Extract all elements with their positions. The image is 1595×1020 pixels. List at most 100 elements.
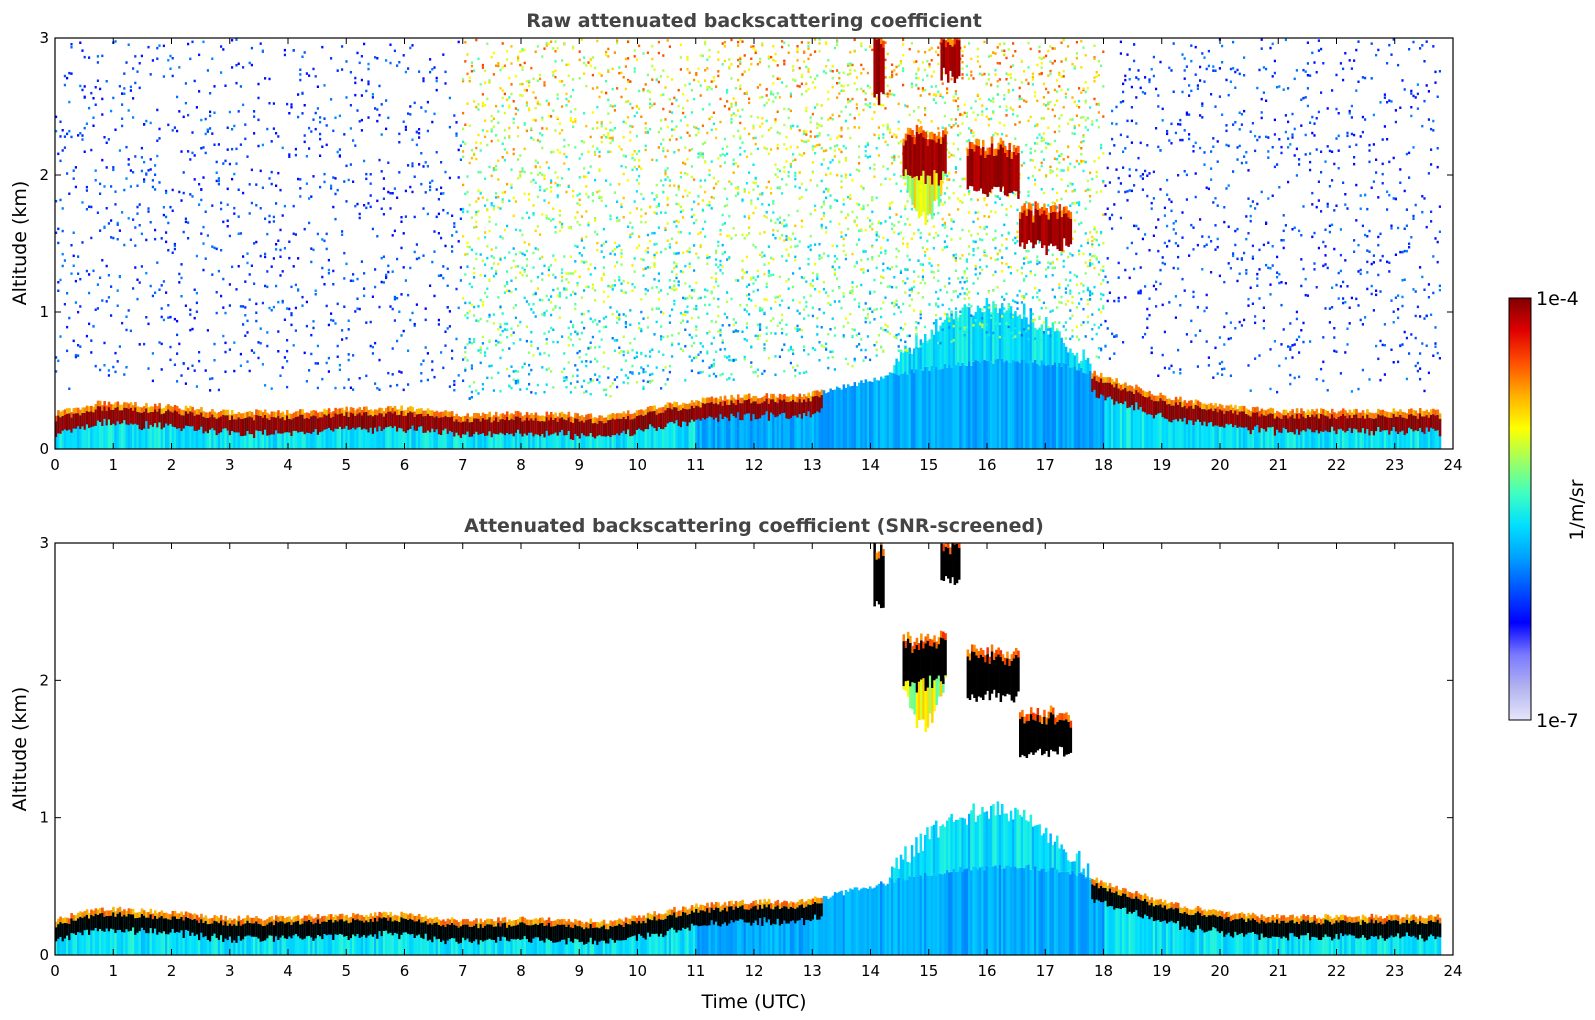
- aerosol-layer-edge: [567, 411, 571, 418]
- aerosol-layer-top: [473, 418, 476, 434]
- noise-pixel: [809, 248, 812, 252]
- noise-pixel: [156, 154, 159, 158]
- noise-pixel: [710, 196, 713, 199]
- noise-pixel: [61, 129, 64, 132]
- noise-pixel: [492, 205, 495, 208]
- noise-pixel: [74, 301, 77, 304]
- noise-pixel: [818, 42, 821, 45]
- noise-pixel: [798, 328, 801, 331]
- noise-pixel: [149, 221, 152, 224]
- noise-pixel: [561, 226, 564, 229]
- noise-pixel: [820, 163, 823, 166]
- noise-pixel: [490, 174, 493, 178]
- noise-pixel: [83, 126, 86, 130]
- noise-pixel: [682, 251, 685, 255]
- noise-pixel: [706, 256, 709, 259]
- noise-pixel: [688, 265, 691, 269]
- noise-pixel: [475, 105, 478, 109]
- aerosol-layer-top: [462, 421, 465, 435]
- noise-pixel: [616, 87, 619, 90]
- aerosol-layer-edge: [305, 412, 309, 418]
- noise-pixel: [613, 191, 616, 194]
- noise-pixel: [816, 275, 819, 278]
- noise-pixel: [895, 299, 898, 302]
- aerosol-column: [448, 413, 452, 449]
- noise-pixel: [63, 135, 66, 138]
- aerosol-layer-top: [721, 405, 725, 420]
- noise-pixel: [215, 171, 218, 174]
- noise-pixel: [585, 175, 588, 179]
- noise-pixel: [772, 200, 775, 203]
- noise-pixel: [525, 249, 528, 253]
- noise-pixel: [860, 42, 863, 45]
- noise-pixel: [552, 109, 555, 112]
- noise-pixel: [470, 364, 473, 367]
- noise-pixel: [871, 228, 874, 231]
- noise-pixel: [855, 168, 858, 171]
- noise-pixel: [833, 149, 836, 152]
- noise-pixel: [583, 175, 586, 178]
- noise-pixel: [631, 106, 634, 110]
- noise-pixel: [481, 196, 484, 199]
- noise-pixel: [598, 375, 601, 378]
- noise-pixel: [886, 52, 889, 56]
- noise-pixel: [541, 213, 544, 216]
- noise-pixel: [897, 345, 900, 348]
- aerosol-layer-edge: [292, 412, 296, 419]
- noise-pixel: [783, 166, 786, 169]
- noise-pixel: [145, 316, 148, 319]
- noise-pixel: [646, 247, 649, 250]
- noise-pixel: [792, 124, 795, 128]
- noise-pixel: [616, 200, 619, 203]
- noise-pixel: [838, 148, 841, 151]
- noise-pixel: [624, 291, 627, 294]
- noise-pixel: [583, 61, 586, 65]
- noise-pixel: [638, 182, 641, 185]
- noise-pixel: [752, 181, 755, 184]
- noise-pixel: [369, 344, 372, 348]
- noise-pixel: [116, 238, 119, 241]
- noise-pixel: [675, 288, 678, 291]
- noise-pixel: [800, 93, 803, 96]
- noise-pixel: [686, 124, 689, 127]
- noise-pixel: [424, 110, 427, 113]
- aerosol-layer-top: [662, 412, 665, 430]
- noise-pixel: [226, 219, 229, 222]
- noise-pixel: [809, 234, 812, 238]
- aerosol-layer-edge: [242, 413, 245, 419]
- noise-pixel: [556, 47, 559, 50]
- noise-pixel: [523, 48, 526, 52]
- noise-pixel: [783, 239, 786, 242]
- noise-pixel: [886, 92, 889, 95]
- noise-pixel: [825, 342, 828, 346]
- noise-pixel: [105, 80, 108, 83]
- noise-pixel: [213, 85, 216, 88]
- noise-pixel: [851, 252, 854, 256]
- noise-pixel: [587, 196, 590, 199]
- noise-pixel: [772, 202, 775, 205]
- noise-pixel: [508, 347, 511, 350]
- noise-pixel: [140, 156, 143, 159]
- noise-pixel: [591, 73, 594, 77]
- noise-pixel: [649, 90, 652, 94]
- noise-pixel: [398, 61, 401, 64]
- noise-pixel: [534, 165, 537, 168]
- noise-pixel: [323, 172, 326, 176]
- noise-pixel: [574, 146, 577, 149]
- noise-pixel: [866, 307, 869, 310]
- aerosol-layer-edge: [708, 397, 711, 403]
- noise-pixel: [545, 99, 548, 103]
- noise-pixel: [528, 363, 531, 367]
- noise-pixel: [250, 349, 253, 352]
- noise-pixel: [299, 187, 302, 190]
- noise-pixel: [807, 87, 810, 91]
- noise-pixel: [613, 339, 616, 342]
- aerosol-column: [222, 410, 225, 449]
- noise-pixel: [792, 272, 795, 275]
- noise-pixel: [462, 183, 465, 187]
- noise-pixel: [776, 218, 779, 221]
- aerosol-layer-edge: [125, 402, 128, 408]
- noise-pixel: [649, 127, 652, 131]
- noise-pixel: [501, 104, 504, 108]
- noise-pixel: [503, 129, 506, 132]
